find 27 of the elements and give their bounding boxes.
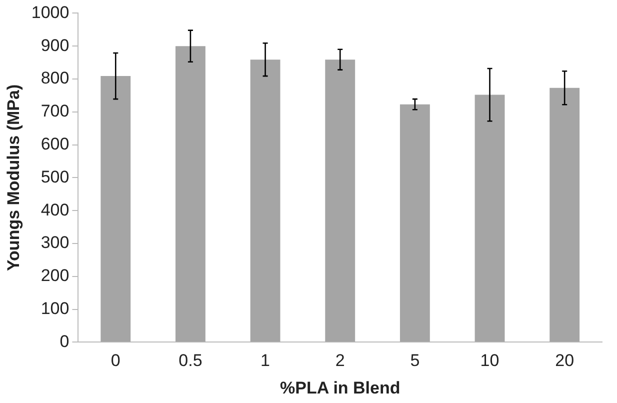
bar xyxy=(400,104,430,342)
y-tick-label: 900 xyxy=(40,36,70,55)
y-tick-label: 800 xyxy=(40,68,70,88)
x-tick-label: 1 xyxy=(260,351,270,370)
bar xyxy=(474,94,505,342)
x-tick-label: 0 xyxy=(110,351,120,370)
bar xyxy=(175,46,206,342)
x-tick-label: 5 xyxy=(410,351,420,370)
y-tick-label: 1000 xyxy=(31,2,70,22)
y-tick-label: 500 xyxy=(40,167,70,186)
bar xyxy=(100,76,131,342)
y-tick-label: 300 xyxy=(40,233,70,252)
x-tick-label: 0.5 xyxy=(178,351,202,370)
y-tick-label: 400 xyxy=(40,200,70,220)
bar xyxy=(550,88,580,342)
x-tick-label: 20 xyxy=(555,351,574,370)
y-tick-label: 700 xyxy=(40,102,70,121)
x-tick-label: 10 xyxy=(480,351,500,370)
y-axis-title: Youngs Modulus (MPa) xyxy=(4,84,23,272)
bar xyxy=(325,60,356,342)
y-tick-label: 100 xyxy=(40,298,70,318)
x-tick-label: 2 xyxy=(335,351,345,370)
y-tick-label: 0 xyxy=(60,332,70,351)
y-tick-label: 600 xyxy=(40,134,70,154)
bar xyxy=(250,60,280,342)
x-axis-title: %PLA in Blend xyxy=(280,378,400,398)
y-tick-label: 200 xyxy=(40,266,70,286)
